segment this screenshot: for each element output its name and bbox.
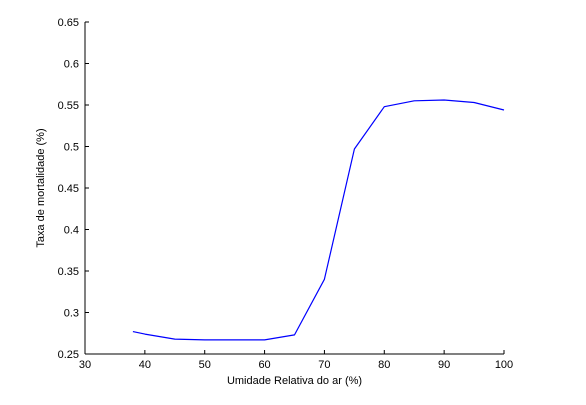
y-tick-label: 0.55 [58, 100, 79, 112]
y-tick-label: 0.25 [58, 349, 79, 361]
y-tick-label: 0.3 [64, 308, 79, 320]
series-layer [133, 100, 504, 340]
y-tick-label: 0.35 [58, 266, 79, 278]
x-tick-label: 100 [495, 359, 513, 371]
x-tick-label: 80 [378, 359, 390, 371]
x-tick-label: 40 [139, 359, 151, 371]
plot-area [85, 22, 504, 354]
y-tick-label: 0.6 [64, 59, 79, 71]
y-tick-label: 0.5 [64, 142, 79, 154]
series-line [133, 100, 504, 340]
x-tick-label: 60 [258, 359, 270, 371]
x-tick-label: 30 [79, 359, 91, 371]
x-axis: 30 40 50 60 70 80 90 100 [79, 350, 513, 371]
y-tick-label: 0.45 [58, 183, 79, 195]
x-tick-label: 90 [438, 359, 450, 371]
y-axis-title: Taxa de mortalidade (%) [35, 128, 47, 247]
x-axis-title: Umidade Relativa do ar (%) [227, 375, 362, 387]
y-tick-label: 0.4 [64, 225, 79, 237]
x-tick-label: 70 [318, 359, 330, 371]
y-axis: 0.25 0.3 0.35 0.4 0.45 0.5 0.55 0.6 0.65 [58, 17, 89, 361]
y-tick-label: 0.65 [58, 17, 79, 29]
x-tick-label: 50 [199, 359, 211, 371]
